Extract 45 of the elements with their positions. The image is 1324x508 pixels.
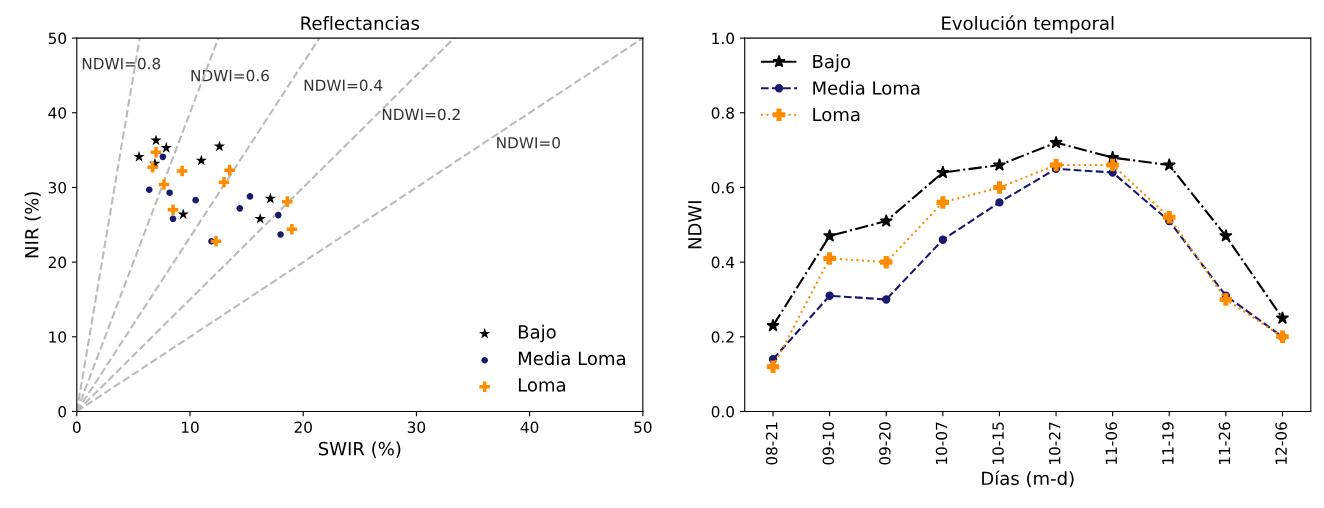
legend-label: Loma [518, 378, 565, 392]
y-tick-label: 10 [49, 331, 67, 343]
chart-title: Evolución temporal [942, 15, 1114, 34]
y-tick-label: 0.4 [711, 256, 735, 269]
legend-label: Media Loma [518, 351, 625, 366]
legend-label: Bajo [518, 324, 556, 343]
y-tick-label: 20 [48, 256, 67, 269]
legend-label: Loma [813, 107, 860, 122]
x-tick-label: 10-07 [935, 422, 948, 464]
chart-title: Reflectancias [301, 16, 420, 31]
x-tick-label: 10-15 [992, 422, 1004, 464]
y-tick-label: 0.8 [711, 107, 734, 119]
y-tick-label: 1.0 [712, 32, 734, 45]
x-tick-label: 0 [72, 421, 81, 434]
x-tick-label: 10 [181, 421, 199, 434]
series-label: NDWI=0 [497, 137, 560, 149]
x-tick-label: 40 [520, 421, 539, 434]
x-tick-label: 11-26 [1218, 422, 1231, 464]
y-tick-label: 50 [48, 32, 67, 45]
series-label: NDWI=0.2 [382, 108, 460, 121]
x-tick-label: 09-10 [822, 422, 835, 465]
y-tick-label: 30 [48, 181, 67, 194]
y-tick-label: 40 [48, 107, 67, 119]
y-tick-label: 0.6 [711, 181, 735, 194]
series-label: NDWI=0.4 [304, 79, 383, 92]
legend-label: Media Loma [813, 80, 920, 95]
x-axis-title: SWIR (%) [318, 441, 401, 458]
x-tick-label: 08-21 [765, 422, 778, 465]
series-label: NDWI=0.8 [82, 57, 161, 70]
y-axis-title: NDWI [688, 201, 702, 249]
x-tick-label: 09-20 [879, 422, 891, 465]
x-tick-label: 20 [294, 421, 312, 434]
x-tick-label: 10-27 [1048, 422, 1061, 464]
x-tick-label: 30 [407, 421, 426, 434]
x-tick-label: 12-06 [1275, 422, 1287, 464]
x-tick-label: 50 [634, 421, 652, 434]
legend-label: Bajo [813, 54, 851, 72]
series-label: NDWI=0.6 [191, 69, 269, 82]
x-tick-label: 11-06 [1105, 422, 1118, 464]
y-axis-title: NIR (%) [24, 192, 41, 258]
x-tick-label: 11-19 [1162, 422, 1174, 464]
y-tick-label: 0.0 [711, 405, 734, 418]
x-axis-title: Días (m-d) [982, 470, 1074, 488]
y-tick-label: 0 [58, 405, 67, 418]
y-tick-label: 0.2 [711, 331, 734, 343]
